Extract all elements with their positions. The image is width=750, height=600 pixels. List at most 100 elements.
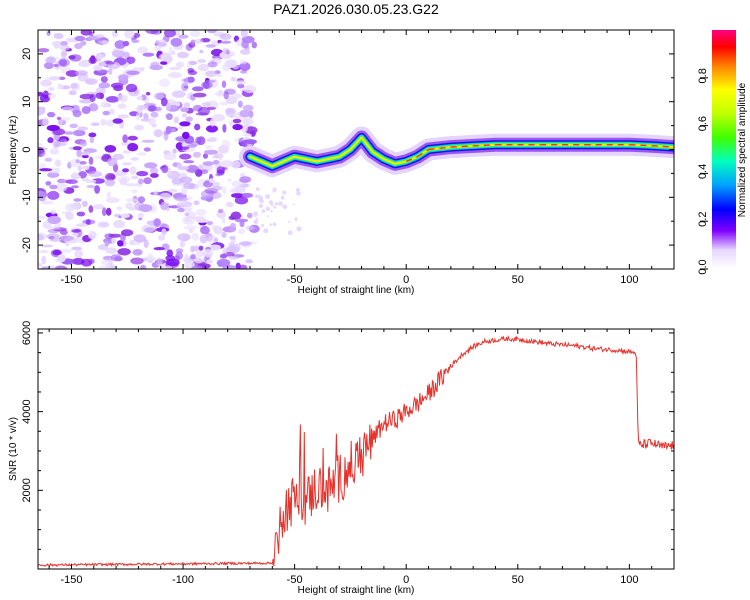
snr-series-line <box>38 334 674 568</box>
noise-blob <box>195 250 206 258</box>
noise-blob <box>171 90 186 98</box>
snr-axes: -150 -100 -50 0 50 100 2000 4000 6000 <box>21 321 675 586</box>
noise-blob <box>100 76 108 83</box>
noise-blob <box>41 244 54 248</box>
noise-blob <box>205 79 216 83</box>
noise-blob <box>272 222 277 227</box>
noise-blob <box>63 131 75 135</box>
noise-blob <box>181 82 189 92</box>
noise-blob <box>88 132 97 138</box>
noise-blob <box>41 266 50 269</box>
noise-blob <box>158 78 170 88</box>
noise-blob <box>38 234 44 241</box>
noise-blob <box>138 178 144 185</box>
noise-blob <box>137 46 149 54</box>
snr-panel: -150 -100 -50 0 50 100 2000 4000 6000 Height of … <box>8 321 675 596</box>
noise-blob <box>49 184 58 190</box>
noise-blob <box>165 125 172 135</box>
noise-blob <box>175 61 185 68</box>
noise-blob <box>166 113 173 121</box>
noise-blob <box>195 218 209 223</box>
noise-blob <box>179 153 192 160</box>
ridge-peak <box>629 144 652 147</box>
noise-blob <box>60 235 74 242</box>
colorbar-tick-label: 0.6 <box>697 116 709 131</box>
noise-blob <box>134 124 145 131</box>
noise-blob <box>200 226 210 235</box>
noise-blob <box>108 108 115 115</box>
noise-blob <box>222 48 230 55</box>
noise-blob <box>45 56 56 64</box>
noise-blob <box>201 81 213 89</box>
noise-blob <box>147 253 153 261</box>
noise-blob <box>57 83 64 90</box>
noise-blob <box>163 30 176 38</box>
spectrogram-ylabel: Frequency (Hz) <box>8 116 19 185</box>
ridge-peak <box>405 156 418 163</box>
colorbar: 0.0 0.2 0.4 0.6 0.8 Normalized spectral ampl… <box>697 30 748 275</box>
noise-blob <box>126 70 140 76</box>
ridge-peak <box>651 145 674 148</box>
noise-blob <box>46 124 60 132</box>
noise-blob <box>122 134 128 143</box>
noise-blob <box>104 179 116 187</box>
noise-blob <box>225 107 236 114</box>
noise-blob <box>143 147 151 152</box>
noise-blob <box>139 104 149 111</box>
noise-blob <box>180 107 189 113</box>
noise-blob <box>97 221 110 229</box>
noise-blob <box>95 92 105 99</box>
noise-blob <box>125 202 134 209</box>
noise-blob <box>243 133 252 137</box>
noise-blob <box>42 118 49 126</box>
noise-blob <box>60 248 73 254</box>
noise-blob <box>80 140 87 147</box>
noise-blob <box>184 212 189 217</box>
noise-blob <box>216 210 226 219</box>
noise-blob <box>88 156 94 165</box>
noise-blob <box>79 161 87 165</box>
x-tick-label: 50 <box>512 574 524 586</box>
noise-blob <box>94 34 105 39</box>
noise-blob <box>160 61 168 65</box>
noise-blob <box>208 136 217 143</box>
noise-blob <box>170 37 183 47</box>
noise-blob <box>265 206 271 211</box>
noise-blob <box>72 129 86 137</box>
noise-blob <box>70 174 81 180</box>
noise-blob <box>117 103 127 109</box>
noise-blob <box>105 207 112 216</box>
noise-blob <box>47 171 60 178</box>
noise-blob <box>168 171 174 176</box>
noise-blob <box>230 77 236 82</box>
noise-blob <box>48 87 55 91</box>
noise-blob <box>172 148 177 154</box>
noise-blob <box>222 139 231 149</box>
noise-blob <box>190 245 195 253</box>
noise-blob <box>93 66 103 71</box>
noise-blob <box>88 258 95 264</box>
noise-blob <box>54 159 62 167</box>
noise-blob <box>47 92 57 100</box>
y-tick-label: 20 <box>21 48 33 60</box>
noise-blob <box>207 61 218 68</box>
noise-blob <box>163 152 177 161</box>
noise-blob <box>111 237 117 244</box>
noise-blob <box>209 118 216 127</box>
noise-blob <box>125 198 138 202</box>
noise-blob <box>206 221 213 226</box>
noise-blob <box>76 149 82 158</box>
noise-blob <box>229 188 240 193</box>
noise-blob <box>200 169 209 175</box>
noise-blob <box>76 211 86 217</box>
noise-blob <box>122 40 130 47</box>
noise-blob <box>106 191 112 199</box>
noise-blob <box>195 136 202 144</box>
noise-blob <box>168 188 178 193</box>
noise-blob <box>57 254 66 263</box>
noise-blob <box>160 97 168 107</box>
noise-blob <box>105 96 120 103</box>
noise-blob <box>144 162 158 169</box>
noise-blob <box>245 139 257 145</box>
